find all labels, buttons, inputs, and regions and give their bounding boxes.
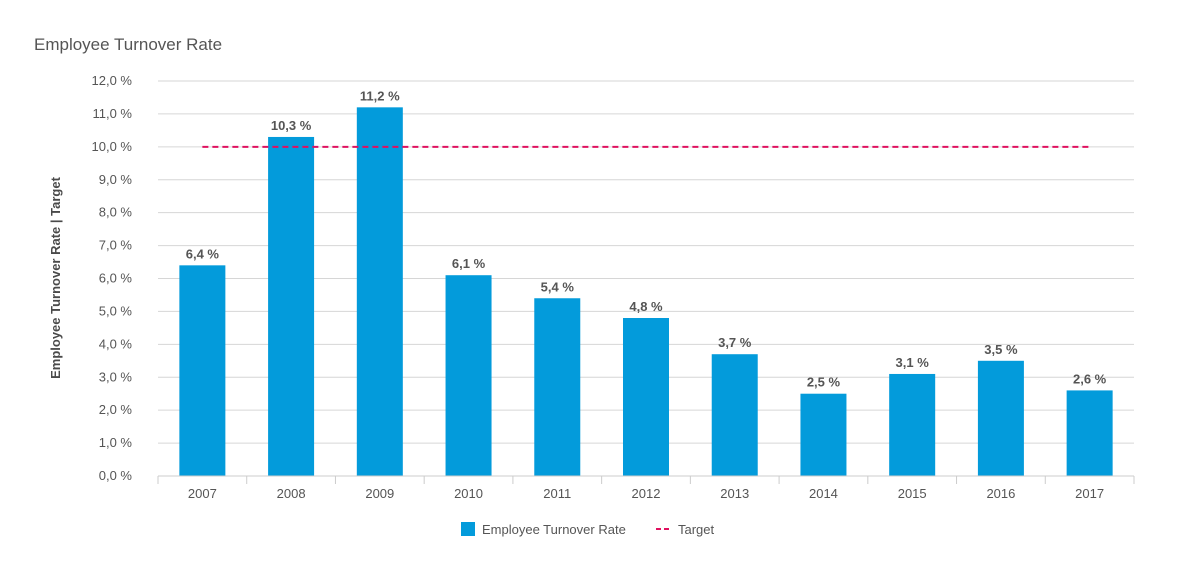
data-labels-layer: 6,4 % 10,3 % 11,2 % 6,1 % 5,4 % 4,8 % 3,7 % 2,5…: [186, 88, 1107, 389]
y-tick-label: 11,0 %: [92, 106, 132, 121]
x-tick-label: 2009: [365, 486, 394, 501]
data-label-2009: 11,2 %: [360, 88, 400, 103]
y-tick-label: 9,0 %: [99, 172, 133, 187]
bar-2014[interactable]: [800, 393, 847, 476]
grid-layer: [158, 80, 1134, 444]
bar-2016[interactable]: [977, 360, 1024, 476]
x-tick-label: 2017: [1075, 486, 1104, 501]
legend-item-target[interactable]: Target: [656, 522, 715, 537]
data-label-2016: 3,5 %: [984, 342, 1018, 357]
y-tick-label: 12,0 %: [92, 73, 133, 88]
y-tick-label: 1,0 %: [99, 435, 133, 450]
legend-swatch-bars: [461, 522, 475, 536]
bar-2008[interactable]: [268, 136, 315, 477]
y-tick-label: 10,0 %: [92, 139, 133, 154]
y-tick-label: 2,0 %: [99, 402, 133, 417]
y-tick-label: 5,0 %: [99, 303, 133, 318]
data-label-2007: 6,4 %: [186, 246, 220, 261]
bar-2009[interactable]: [356, 107, 403, 476]
data-label-2013: 3,7 %: [718, 335, 752, 350]
x-tick-label: 2016: [986, 486, 1015, 501]
bar-2012[interactable]: [623, 318, 669, 476]
chart-title: Employee Turnover Rate: [34, 35, 222, 54]
data-label-2010: 6,1 %: [452, 256, 486, 271]
y-axis-label: Employee Turnover Rate | Target: [48, 176, 63, 378]
data-label-2015: 3,1 %: [896, 355, 930, 370]
y-tick-label: 7,0 %: [99, 238, 133, 253]
x-tick-label: 2012: [632, 486, 661, 501]
y-tick-label: 0,0 %: [99, 468, 133, 483]
y-tick-label: 3,0 %: [99, 369, 133, 384]
legend-label-bars: Employee Turnover Rate: [482, 522, 626, 537]
bar-2015[interactable]: [889, 373, 936, 476]
x-tick-label: 2013: [720, 486, 749, 501]
x-tick-label: 2010: [454, 486, 483, 501]
data-label-2011: 5,4 %: [541, 279, 575, 294]
legend-item-bars[interactable]: Employee Turnover Rate: [461, 522, 626, 537]
legend: Employee Turnover Rate Target: [461, 522, 715, 537]
data-label-2012: 4,8 %: [629, 299, 663, 314]
x-tick-label: 2008: [277, 486, 306, 501]
x-tick-label: 2011: [543, 486, 571, 501]
y-tick-label: 8,0 %: [99, 205, 133, 220]
bars-layer: [179, 107, 1113, 477]
bar-2017[interactable]: [1066, 390, 1113, 476]
y-tick-label: 4,0 %: [99, 336, 133, 351]
data-label-2017: 2,6 %: [1073, 371, 1107, 386]
bar-2010[interactable]: [445, 275, 492, 476]
x-tick-label: 2015: [898, 486, 927, 501]
bar-2007[interactable]: [179, 265, 226, 476]
bar-2013[interactable]: [711, 354, 758, 476]
data-label-2008: 10,3 %: [271, 118, 312, 133]
legend-label-target: Target: [678, 522, 715, 537]
axis-layer: 0,0 % 1,0 % 2,0 % 3,0 % 4,0 % 5,0 % 6,0 % 7,0 %…: [92, 73, 1135, 501]
y-tick-label: 6,0 %: [99, 271, 133, 286]
x-tick-label: 2014: [809, 486, 838, 501]
data-label-2014: 2,5 %: [807, 375, 841, 390]
bar-2011[interactable]: [534, 298, 581, 476]
x-tick-label: 2007: [188, 486, 217, 501]
